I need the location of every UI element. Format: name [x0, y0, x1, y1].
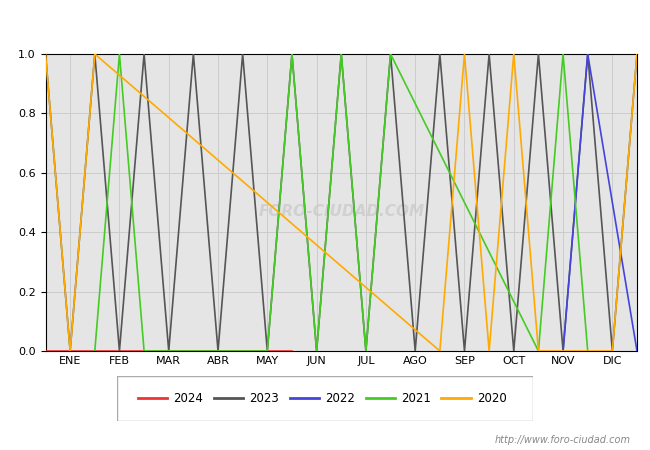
Text: 2023: 2023 — [249, 392, 279, 405]
Text: 2021: 2021 — [401, 392, 431, 405]
Text: Matriculaciones de Vehiculos en Valdenebro: Matriculaciones de Vehiculos en Valdeneb… — [148, 16, 502, 31]
Text: FORO-CIUDAD.COM: FORO-CIUDAD.COM — [258, 204, 424, 219]
Text: 2024: 2024 — [173, 392, 203, 405]
Text: 2020: 2020 — [477, 392, 506, 405]
Text: 2022: 2022 — [325, 392, 355, 405]
Text: http://www.foro-ciudad.com: http://www.foro-ciudad.com — [495, 435, 630, 445]
